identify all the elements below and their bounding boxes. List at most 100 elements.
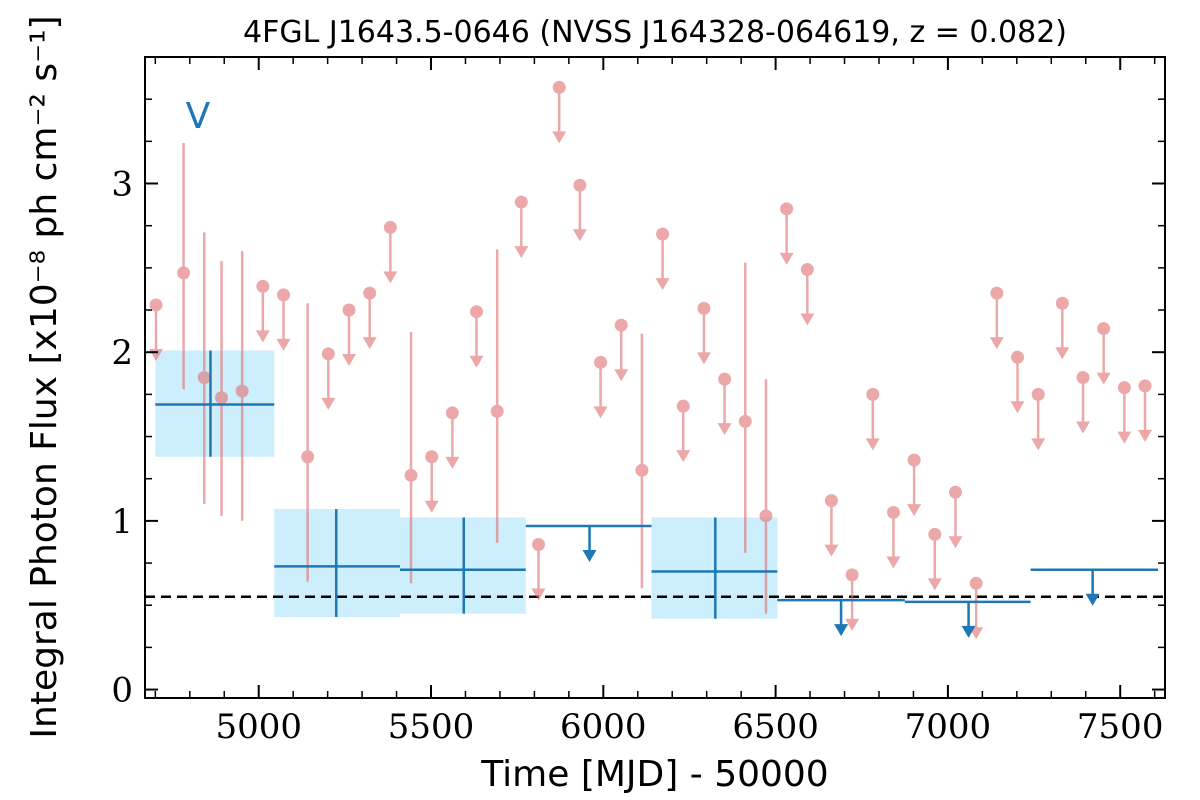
fine-upper-limit-point <box>676 399 690 413</box>
fine-upper-limit <box>1031 387 1046 451</box>
coarse-upper-limit-arrow <box>1085 593 1100 606</box>
fine-upper-limit-arrow <box>614 369 629 382</box>
fine-upper-limit <box>1138 379 1153 442</box>
fine-upper-limit-point <box>969 576 983 590</box>
fine-upper-limit-point <box>363 286 377 300</box>
fine-upper-limit <box>800 263 815 326</box>
variability-annotation: V <box>186 96 211 137</box>
fine-upper-limit-arrow <box>321 397 336 410</box>
fine-upper-limit <box>531 537 546 601</box>
fine-detection-point <box>759 509 773 523</box>
fine-upper-limit-arrow <box>1096 372 1111 385</box>
plot-frame <box>144 56 1166 699</box>
fine-upper-limit-arrow <box>342 354 356 367</box>
fine-upper-limit <box>1117 381 1132 444</box>
fine-detection-point <box>490 404 504 418</box>
fine-upper-limit-arrow <box>676 450 691 463</box>
fine-upper-limit-arrow <box>424 500 439 513</box>
fine-upper-limit-point <box>780 202 794 216</box>
coarse-upper-limit-arrow <box>961 625 976 638</box>
fine-upper-limit-point <box>342 303 356 317</box>
fine-upper-limit <box>824 494 839 557</box>
fine-upper-limit <box>321 347 336 410</box>
fine-upper-limit <box>276 288 291 351</box>
x-tick-label: 6000 <box>560 707 647 747</box>
fine-upper-limit-point <box>845 568 859 582</box>
fine-upper-limit <box>149 298 164 361</box>
fine-upper-limit <box>362 286 377 350</box>
fine-upper-limit <box>948 485 963 549</box>
fine-detection <box>197 232 211 505</box>
fine-upper-limit <box>255 279 270 343</box>
fine-upper-limit-arrow <box>531 588 546 601</box>
fine-upper-limit-arrow <box>886 556 901 569</box>
fine-detection-point <box>235 384 249 398</box>
fine-upper-limit <box>342 303 356 367</box>
fine-upper-limit <box>445 406 460 469</box>
fine-upper-limit-point <box>532 537 546 551</box>
fine-upper-limit-arrow <box>572 229 587 242</box>
x-tick-label: 6500 <box>732 707 819 747</box>
y-tick-label: 1 <box>111 502 133 542</box>
fine-upper-limit <box>469 305 484 368</box>
fine-upper-limit-point <box>552 80 566 94</box>
fine-upper-limit-point <box>573 178 587 192</box>
fine-detection-point <box>738 414 752 428</box>
x-tick-label: 5500 <box>388 707 475 747</box>
fine-upper-limit-arrow <box>824 544 839 557</box>
fine-upper-limit-arrow <box>445 456 460 469</box>
fine-upper-limit-arrow <box>1010 401 1025 414</box>
fine-upper-limit <box>886 505 901 569</box>
x-tick-label: 7000 <box>905 707 992 747</box>
fine-upper-limit <box>1096 322 1111 385</box>
y-axis-title: Integral Photon Flux [x10⁻⁸ ph cm⁻² s⁻¹] <box>24 15 65 738</box>
fine-upper-limit <box>907 453 922 517</box>
fine-upper-limit-point <box>697 301 711 315</box>
fine-upper-limit-arrow <box>800 313 815 326</box>
fine-detection <box>301 303 315 582</box>
fine-upper-limit <box>1010 350 1025 414</box>
fine-upper-limit-point <box>425 450 439 464</box>
fine-upper-limit-point <box>277 288 291 302</box>
fine-upper-limit-arrow <box>1031 438 1046 451</box>
fine-upper-limit <box>514 195 529 259</box>
fine-upper-limit <box>696 301 711 365</box>
fine-upper-limit-point <box>445 406 459 420</box>
fine-upper-limit-point <box>470 305 483 319</box>
fine-upper-limit-point <box>656 227 670 241</box>
fine-upper-limit-point <box>990 286 1004 300</box>
x-tick-label: 5000 <box>215 707 302 747</box>
fine-detection <box>177 143 191 390</box>
fine-upper-limit <box>572 178 587 242</box>
y-tick-label: 2 <box>111 333 133 373</box>
fine-upper-limit-arrow <box>552 131 567 144</box>
fine-upper-limit-point <box>800 263 814 277</box>
x-tick-label: 7500 <box>1077 707 1164 747</box>
fine-upper-limit <box>593 355 608 419</box>
fine-upper-limit <box>614 318 629 382</box>
fine-upper-limit-arrow <box>655 278 670 291</box>
fine-upper-limit <box>865 387 880 451</box>
fine-upper-limit-point <box>718 372 732 386</box>
fine-upper-limit-point <box>383 220 397 234</box>
fine-upper-limit-arrow <box>845 618 860 631</box>
x-axis-title: Time [MJD] - 50000 <box>480 754 828 795</box>
fine-upper-limit-point <box>1097 322 1111 336</box>
fine-upper-limit-arrow <box>383 271 398 284</box>
fine-upper-limit-arrow <box>948 536 963 549</box>
fine-detection-point <box>301 450 315 464</box>
chart-title: 4FGL J1643.5-0646 (NVSS J164328-064619, … <box>243 15 1067 50</box>
fine-upper-limit-point <box>1011 350 1025 364</box>
y-tick-label: 0 <box>111 671 133 711</box>
fine-detection-point <box>215 391 228 405</box>
fine-upper-limit-arrow <box>1075 421 1090 434</box>
fine-upper-limit-arrow <box>1138 429 1153 442</box>
fine-upper-limit-point <box>614 318 628 332</box>
fine-upper-limit-point <box>1031 387 1045 401</box>
fine-upper-limit-point <box>824 494 838 508</box>
fine-upper-limit-point <box>928 527 942 541</box>
fine-upper-limit <box>424 450 439 513</box>
fine-upper-limit <box>383 220 398 284</box>
fine-upper-limit-arrow <box>469 355 484 368</box>
